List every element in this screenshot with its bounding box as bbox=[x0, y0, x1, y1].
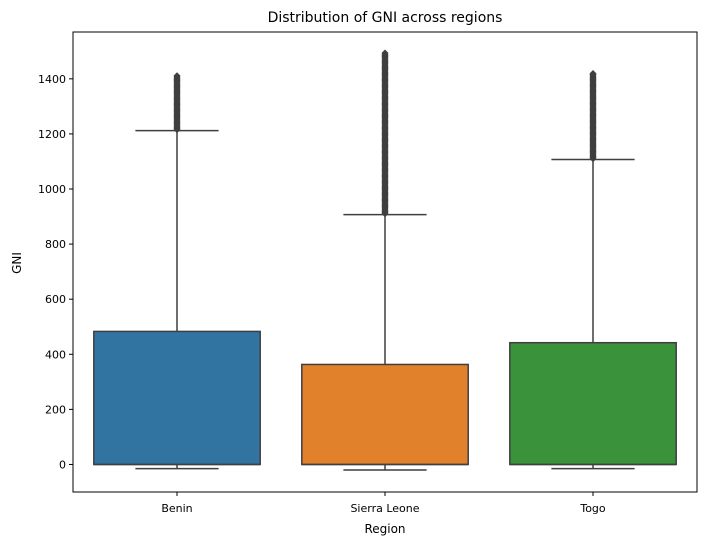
y-tick-label: 1000 bbox=[38, 183, 66, 196]
y-tick-label: 800 bbox=[45, 238, 66, 251]
outlier-point bbox=[173, 72, 181, 80]
y-axis: 0 200 400 600 800 1000 1200 1400 bbox=[38, 73, 73, 471]
y-tick-label: 600 bbox=[45, 293, 66, 306]
axes-frame bbox=[72, 31, 698, 493]
box-group bbox=[93, 72, 261, 470]
y-tick-label: 1400 bbox=[38, 73, 66, 86]
box-group bbox=[509, 70, 677, 470]
y-tick-label: 1200 bbox=[38, 128, 66, 141]
chart-title: Distribution of GNI across regions bbox=[268, 10, 503, 26]
outlier-point bbox=[381, 49, 389, 57]
box-group bbox=[301, 49, 469, 471]
plot-area bbox=[93, 49, 677, 471]
y-tick-label: 0 bbox=[59, 458, 66, 471]
y-axis-label: GNI bbox=[10, 252, 24, 274]
y-tick-label: 200 bbox=[45, 403, 66, 416]
outlier-point bbox=[589, 70, 597, 78]
box-iqr bbox=[301, 363, 469, 466]
x-axis-label: Region bbox=[364, 522, 405, 536]
x-tick-label: Sierra Leone bbox=[350, 502, 419, 515]
x-tick-label: Togo bbox=[579, 502, 606, 515]
x-axis: Benin Sierra Leone Togo bbox=[161, 492, 606, 515]
box-iqr bbox=[93, 330, 261, 466]
y-tick-label: 400 bbox=[45, 348, 66, 361]
x-tick-label: Benin bbox=[161, 502, 192, 515]
box-iqr bbox=[509, 341, 677, 466]
